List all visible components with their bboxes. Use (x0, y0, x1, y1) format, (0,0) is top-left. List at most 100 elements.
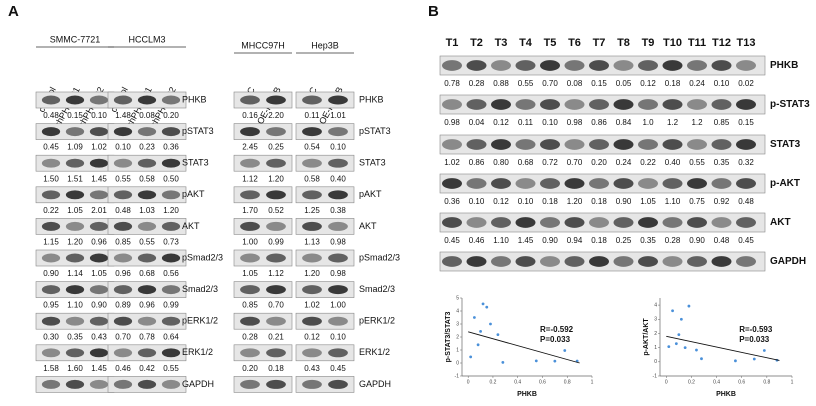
band (266, 190, 286, 200)
quant-value: 0.95 (43, 301, 59, 310)
quant-value: 0.10 (330, 332, 346, 341)
quant-value: 0.98 (444, 118, 460, 127)
band (613, 139, 634, 150)
group-label: HCCLM3 (128, 34, 165, 44)
band (711, 217, 732, 228)
quant-value: 0.42 (139, 364, 155, 373)
band (161, 221, 181, 231)
band (328, 158, 348, 168)
quant-value: 0.55 (518, 79, 534, 88)
quant-value: 0.10 (518, 197, 534, 206)
quant-value: 0.28 (469, 79, 485, 88)
band (613, 60, 634, 71)
band (65, 379, 85, 389)
quant-value: 1.05 (640, 197, 656, 206)
point (752, 357, 756, 361)
quant-value: 0.46 (115, 364, 131, 373)
row-label: pSTAT3 (182, 126, 214, 136)
band (736, 60, 756, 71)
x-tick-label: 1 (591, 379, 594, 385)
row-label: Smad2/3 (359, 284, 395, 294)
band (687, 217, 707, 228)
point (481, 302, 485, 306)
band (515, 99, 536, 110)
quant-value: 1.02 (91, 143, 107, 152)
quant-value: 1.50 (43, 174, 59, 183)
band (266, 348, 286, 358)
band (240, 253, 260, 263)
quant-value: 0.45 (330, 364, 346, 373)
quant-value: 0.02 (738, 79, 754, 88)
band (161, 158, 181, 168)
lane-label: T5 (544, 37, 557, 49)
quant-value: 0.23 (139, 143, 155, 152)
quant-value: 0.55 (115, 174, 131, 183)
quant-value: 0.64 (163, 332, 179, 341)
point (687, 304, 691, 308)
y-axis-label: p-STAT3/STAT3 (445, 311, 452, 362)
band (302, 316, 322, 326)
lane-label: T3 (495, 37, 508, 49)
band (113, 253, 133, 263)
lane-label: T11 (688, 37, 706, 49)
quant-value: 0.88 (493, 79, 509, 88)
quant-value: 0.18 (268, 364, 284, 373)
band (302, 190, 322, 200)
row-label: p-AKT (770, 178, 800, 189)
quant-value: 1.0 (642, 118, 654, 127)
quant-value: 0.20 (163, 111, 179, 120)
quant-value: 0.08 (139, 111, 155, 120)
quant-value: 0.98 (330, 238, 346, 247)
band (687, 178, 707, 189)
quant-value: 1.20 (567, 197, 583, 206)
band (89, 221, 109, 231)
quant-value: 1.02 (444, 158, 460, 167)
band (65, 253, 85, 263)
quant-value: 0.04 (469, 118, 485, 127)
group-label: SMMC-7721 (50, 34, 101, 44)
lane-label: T6 (568, 37, 581, 49)
quant-value: 1.20 (268, 174, 284, 183)
point (677, 333, 681, 336)
stat-r: R=-0.593 (739, 325, 773, 334)
band (466, 99, 487, 110)
quant-value: 2.20 (268, 111, 284, 120)
quant-value: 0.55 (689, 158, 705, 167)
band (89, 316, 109, 326)
point (700, 357, 703, 361)
quant-value: 0.98 (330, 269, 346, 278)
quant-value: 0.85 (242, 301, 258, 310)
band (113, 316, 133, 326)
band (240, 285, 260, 295)
band (240, 348, 260, 358)
band (442, 99, 462, 110)
y-tick-label: 1 (456, 347, 459, 353)
x-tick-label: 0.6 (539, 379, 546, 385)
quant-value: 0.78 (444, 79, 460, 88)
x-axis-label: PHKB (716, 391, 736, 398)
quant-value: 0.22 (43, 206, 59, 215)
quant-value: 0.90 (616, 197, 632, 206)
band (540, 60, 560, 71)
quant-value: 0.90 (91, 301, 107, 310)
band (41, 253, 61, 263)
quant-value: 1.20 (163, 206, 179, 215)
stat-r: R=-0.592 (540, 325, 574, 334)
quant-value: 0.18 (591, 236, 607, 245)
quant-value: 0.10 (542, 118, 558, 127)
quant-value: 1.05 (67, 206, 83, 215)
row-label: pSTAT3 (359, 126, 391, 136)
quant-value: 0.20 (591, 158, 607, 167)
band (240, 95, 260, 105)
band (137, 316, 157, 326)
band (515, 256, 536, 267)
row-label: Smad2/3 (182, 284, 218, 294)
band (240, 316, 260, 326)
y-tick-label: 2 (654, 331, 657, 337)
trend-line (468, 331, 580, 364)
quant-value: 1.15 (43, 238, 59, 247)
stat-p: P=0.033 (540, 335, 571, 344)
quant-value: 0.08 (567, 79, 583, 88)
band (711, 60, 732, 71)
band (65, 127, 85, 137)
